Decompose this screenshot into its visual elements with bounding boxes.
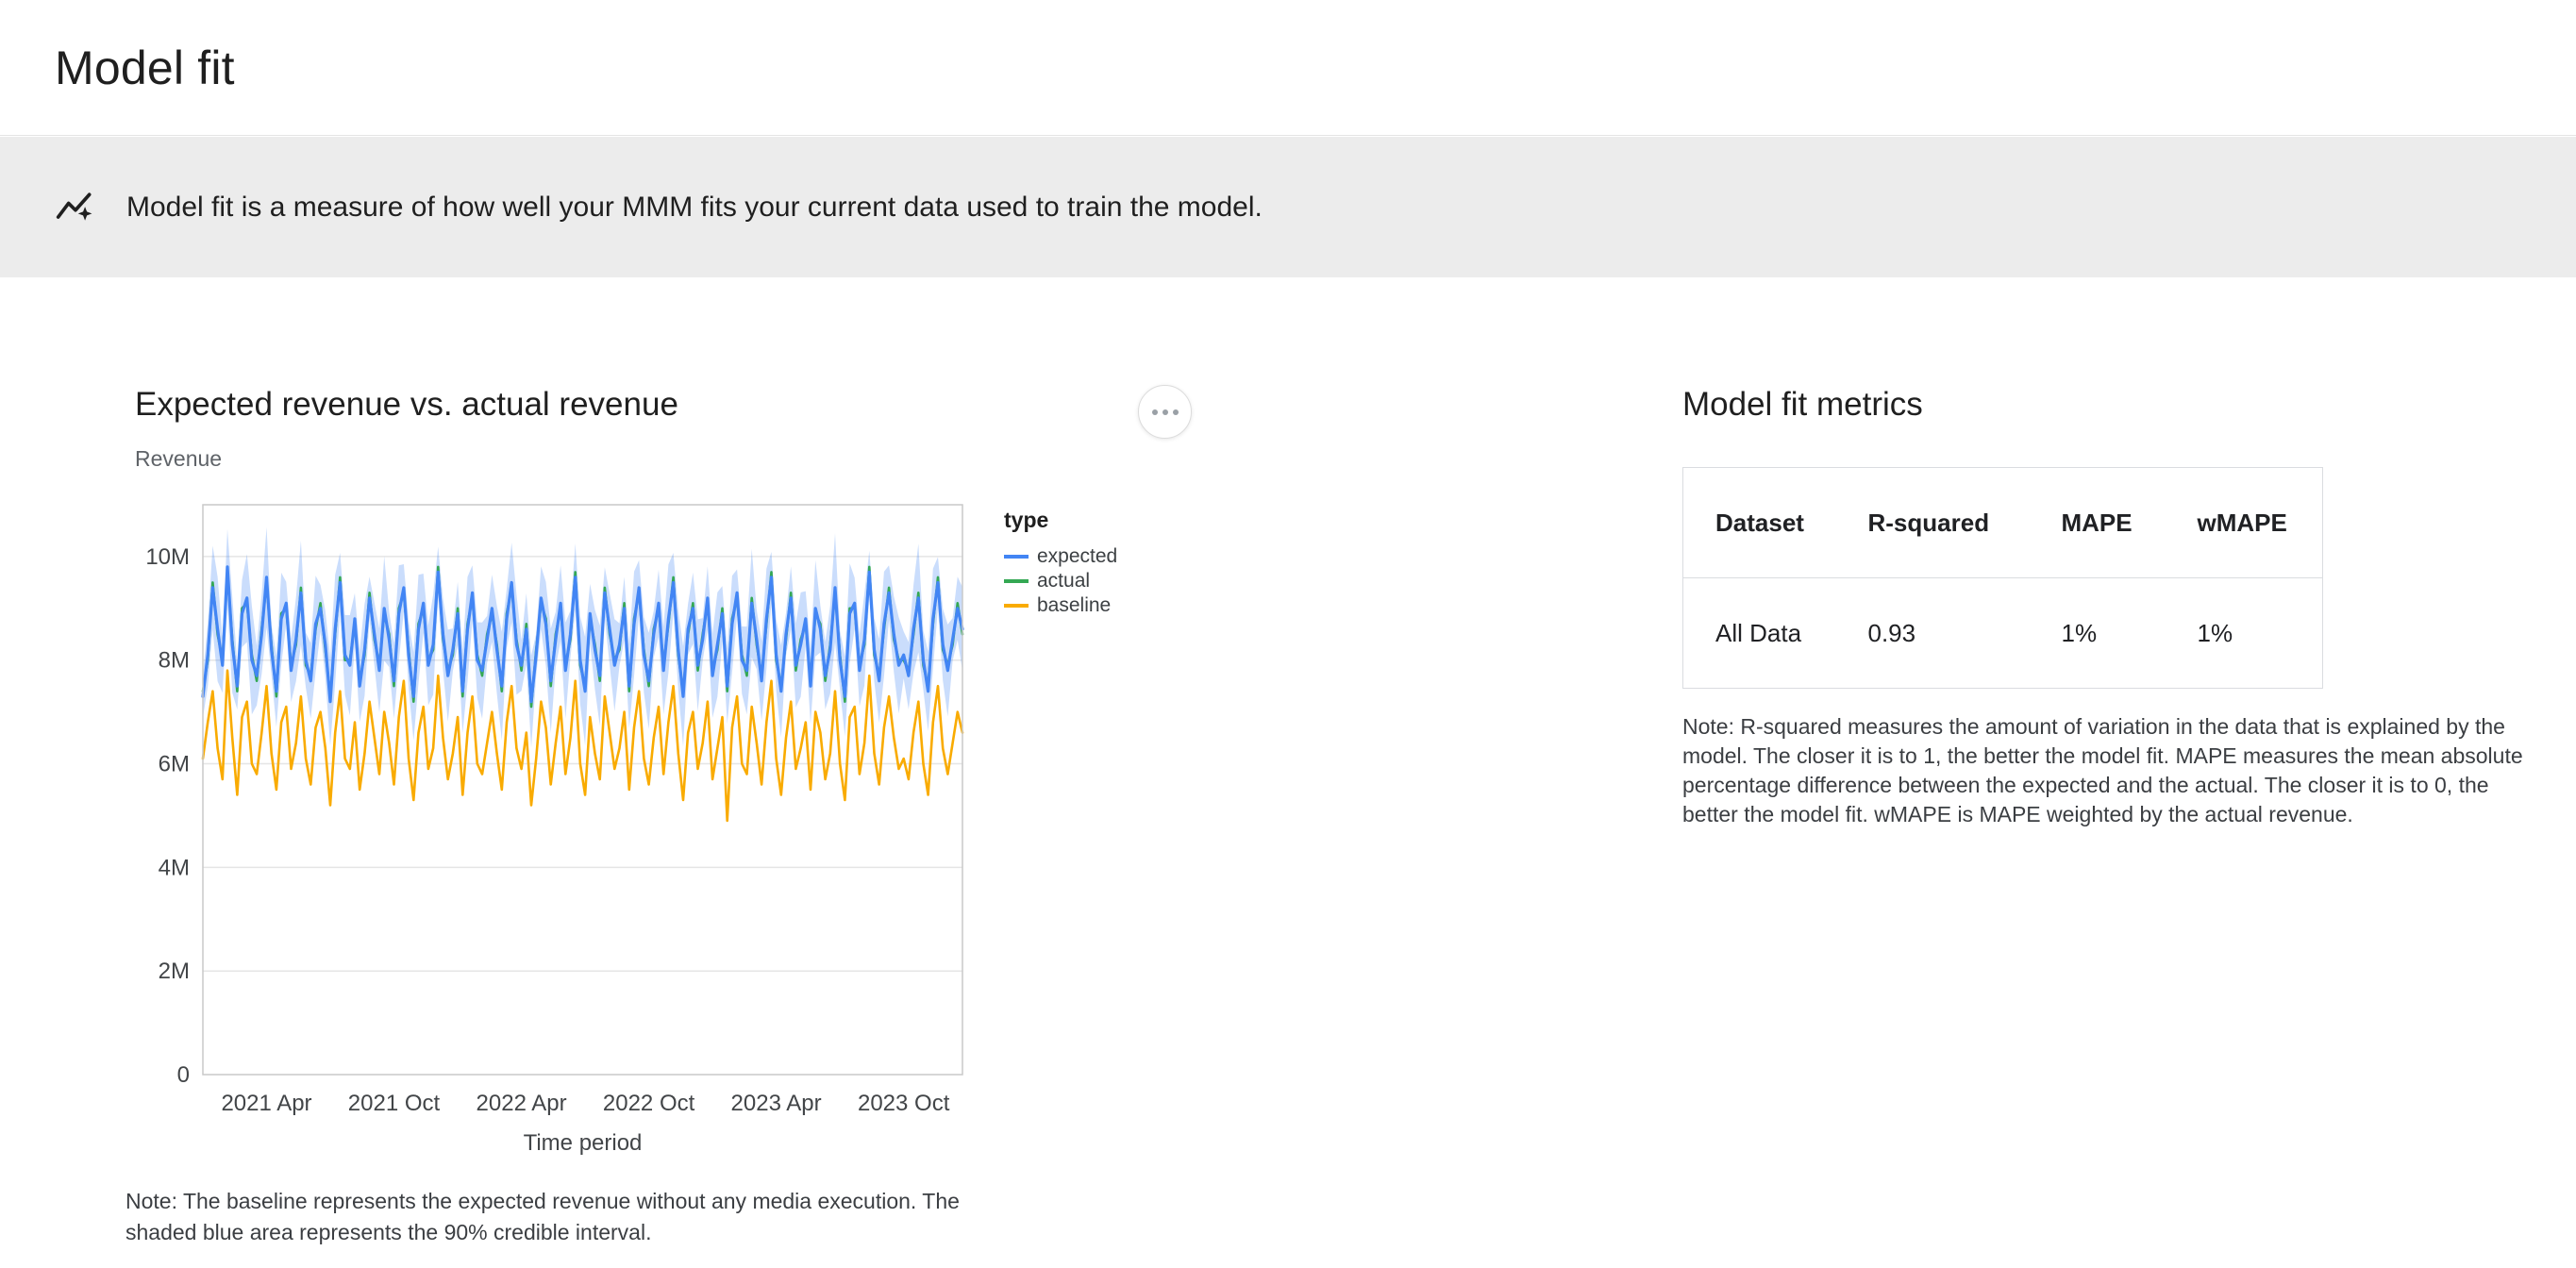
metrics-title: Model fit metrics	[1682, 386, 1923, 423]
table-header-wmape: wMAPE	[2197, 508, 2287, 537]
legend-item-baseline: baseline	[1004, 593, 1117, 618]
legend-swatch-actual	[1004, 579, 1029, 583]
chart-options-button[interactable]	[1138, 385, 1192, 439]
info-banner: Model fit is a measure of how well your …	[0, 137, 2576, 277]
table-header-row: Dataset R-squared MAPE wMAPE	[1682, 468, 2323, 578]
more-horizontal-icon	[1151, 409, 1179, 415]
page-title: Model fit	[55, 41, 235, 94]
chart-title: Expected revenue vs. actual revenue	[135, 386, 678, 423]
legend-title: type	[1004, 508, 1049, 532]
metrics-table: Dataset R-squared MAPE wMAPE All Data 0.…	[1682, 467, 2323, 689]
metrics-section: Model fit metrics Dataset R-squared MAPE…	[1682, 386, 2527, 829]
table-header-mape: MAPE	[2061, 508, 2133, 537]
svg-text:2022 Oct: 2022 Oct	[603, 1091, 695, 1116]
chart-legend: type expected actual baseline	[1004, 508, 1117, 618]
svg-text:2023 Oct: 2023 Oct	[858, 1091, 950, 1116]
table-header-dataset: Dataset	[1715, 508, 1804, 537]
legend-label-expected: expected	[1037, 545, 1118, 567]
svg-text:10M: 10M	[145, 544, 190, 570]
legend-label-actual: actual	[1037, 570, 1091, 592]
legend-label-baseline: baseline	[1037, 594, 1112, 616]
svg-text:2023 Apr: 2023 Apr	[731, 1091, 822, 1116]
table-header-r-squared: R-squared	[1867, 508, 1990, 537]
table-cell-r-squared: 0.93	[1867, 618, 1916, 647]
svg-text:Time period: Time period	[524, 1130, 643, 1156]
legend-swatch-expected	[1004, 555, 1029, 559]
table-cell-dataset: All Data	[1715, 618, 1802, 647]
chart-section: Expected revenue vs. actual revenue Reve…	[125, 386, 1286, 1248]
revenue-chart: 0 2M 4M 6M 8M 10M 2021 Apr 2021 Oct 2022 Apr 2022…	[145, 504, 964, 1156]
svg-text:8M: 8M	[159, 648, 190, 674]
y-axis-title: Revenue	[135, 446, 223, 471]
chart-note: Note: The baseline represents the expect…	[125, 1189, 960, 1244]
insights-icon	[55, 187, 96, 228]
svg-text:2021 Apr: 2021 Apr	[221, 1091, 311, 1116]
svg-text:4M: 4M	[159, 855, 190, 880]
table-row: All Data 0.93 1% 1%	[1683, 578, 2323, 689]
legend-entries: expected actual baseline	[1004, 544, 1117, 618]
page-header: Model fit	[0, 0, 2576, 136]
svg-text:6M: 6M	[159, 752, 190, 777]
table-cell-wmape: 1%	[2197, 618, 2233, 647]
table-cell-mape: 1%	[2061, 618, 2098, 647]
banner-text: Model fit is a measure of how well your …	[126, 191, 1263, 223]
svg-text:2022 Apr: 2022 Apr	[477, 1091, 567, 1116]
metrics-note: Note: R-squared measures the amount of v…	[1682, 714, 2523, 826]
legend-item-expected: expected	[1004, 544, 1117, 569]
legend-item-actual: actual	[1004, 569, 1117, 593]
svg-text:2021 Oct: 2021 Oct	[348, 1091, 441, 1116]
svg-text:0: 0	[177, 1062, 190, 1088]
legend-swatch-baseline	[1004, 604, 1029, 608]
svg-text:2M: 2M	[159, 959, 190, 984]
